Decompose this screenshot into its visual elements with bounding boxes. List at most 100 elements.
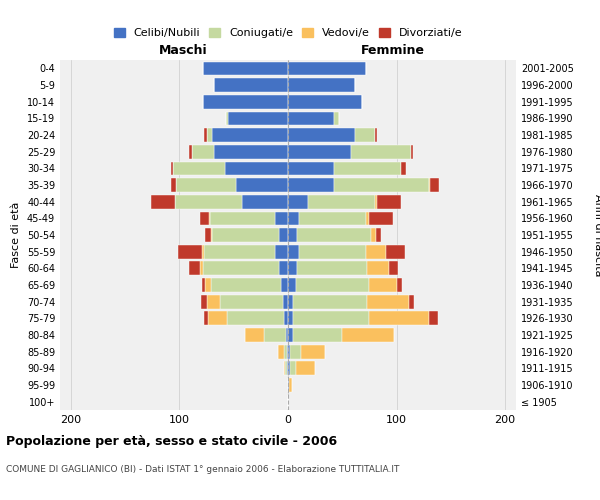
Bar: [301, 345, 325, 358]
Bar: [288, 345, 290, 358]
Bar: [211, 228, 212, 242]
Bar: [366, 245, 386, 258]
Bar: [214, 78, 288, 92]
Bar: [278, 345, 284, 358]
Bar: [288, 228, 296, 242]
Bar: [203, 95, 288, 108]
Bar: [205, 128, 206, 142]
Bar: [293, 312, 370, 325]
Text: Maschi: Maschi: [159, 44, 208, 57]
Bar: [367, 262, 389, 275]
Bar: [281, 278, 288, 292]
Bar: [205, 278, 211, 292]
Bar: [206, 128, 212, 142]
Bar: [370, 312, 429, 325]
Bar: [401, 162, 406, 175]
Bar: [286, 328, 288, 342]
Bar: [296, 278, 370, 292]
Bar: [203, 262, 280, 275]
Bar: [288, 278, 296, 292]
Text: Femmine: Femmine: [361, 44, 425, 57]
Bar: [205, 228, 211, 242]
Bar: [371, 228, 376, 242]
Bar: [288, 78, 355, 92]
Bar: [355, 128, 375, 142]
Bar: [296, 262, 367, 275]
Bar: [202, 245, 205, 258]
Bar: [351, 145, 410, 158]
Bar: [208, 312, 227, 325]
Bar: [389, 262, 398, 275]
Bar: [201, 295, 206, 308]
Bar: [376, 228, 382, 242]
Bar: [288, 295, 293, 308]
Bar: [226, 112, 228, 125]
Y-axis label: Anni di nascita: Anni di nascita: [593, 194, 600, 276]
Bar: [189, 262, 200, 275]
Bar: [287, 345, 288, 358]
Bar: [288, 212, 299, 225]
Bar: [214, 145, 288, 158]
Bar: [288, 195, 308, 208]
Bar: [220, 295, 283, 308]
Text: COMUNE DI GAGLIANICO (BI) - Dati ISTAT 1° gennaio 2006 - Elaborazione TUTTITALIA: COMUNE DI GAGLIANICO (BI) - Dati ISTAT 1…: [6, 465, 400, 474]
Bar: [212, 228, 280, 242]
Bar: [410, 145, 413, 158]
Bar: [397, 278, 402, 292]
Bar: [293, 295, 367, 308]
Bar: [205, 312, 208, 325]
Bar: [377, 195, 401, 208]
Bar: [334, 162, 401, 175]
Bar: [284, 312, 288, 325]
Bar: [178, 245, 202, 258]
Bar: [176, 178, 236, 192]
Bar: [342, 328, 394, 342]
Bar: [264, 328, 286, 342]
Bar: [334, 112, 339, 125]
Bar: [288, 162, 334, 175]
Bar: [173, 162, 225, 175]
Bar: [236, 178, 288, 192]
Bar: [227, 312, 284, 325]
Bar: [288, 62, 366, 75]
Legend: Celibi/Nubili, Coniugati/e, Vedovi/e, Divorziati/e: Celibi/Nubili, Coniugati/e, Vedovi/e, Di…: [109, 24, 467, 43]
Bar: [293, 328, 342, 342]
Bar: [206, 295, 220, 308]
Bar: [288, 378, 289, 392]
Bar: [175, 195, 242, 208]
Bar: [429, 178, 430, 192]
Bar: [284, 362, 285, 375]
Bar: [288, 245, 299, 258]
Bar: [288, 328, 293, 342]
Y-axis label: Fasce di età: Fasce di età: [11, 202, 21, 268]
Bar: [409, 295, 414, 308]
Bar: [429, 312, 438, 325]
Bar: [245, 328, 264, 342]
Bar: [209, 212, 210, 225]
Bar: [285, 362, 287, 375]
Bar: [203, 62, 288, 75]
Bar: [275, 245, 288, 258]
Bar: [284, 345, 287, 358]
Bar: [375, 195, 377, 208]
Bar: [367, 295, 409, 308]
Bar: [200, 212, 209, 225]
Bar: [299, 245, 366, 258]
Bar: [242, 195, 288, 208]
Bar: [225, 162, 288, 175]
Bar: [205, 245, 275, 258]
Bar: [430, 178, 439, 192]
Bar: [290, 345, 301, 358]
Bar: [375, 128, 377, 142]
Bar: [370, 212, 394, 225]
Bar: [151, 195, 175, 208]
Bar: [296, 228, 371, 242]
Bar: [288, 262, 296, 275]
Bar: [275, 212, 288, 225]
Text: Popolazione per età, sesso e stato civile - 2006: Popolazione per età, sesso e stato civil…: [6, 435, 337, 448]
Bar: [299, 212, 366, 225]
Bar: [308, 195, 375, 208]
Bar: [228, 112, 288, 125]
Bar: [171, 162, 173, 175]
Bar: [288, 312, 293, 325]
